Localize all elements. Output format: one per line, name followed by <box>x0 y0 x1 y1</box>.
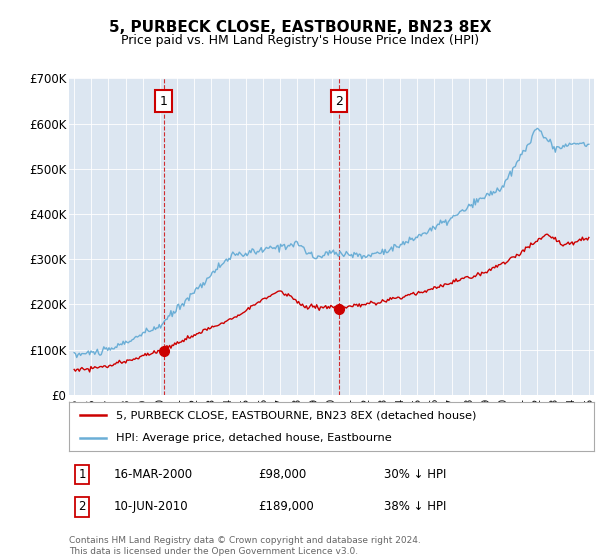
Text: 10-JUN-2010: 10-JUN-2010 <box>113 500 188 514</box>
Text: Price paid vs. HM Land Registry's House Price Index (HPI): Price paid vs. HM Land Registry's House … <box>121 34 479 46</box>
Text: 38% ↓ HPI: 38% ↓ HPI <box>384 500 446 514</box>
Text: 5, PURBECK CLOSE, EASTBOURNE, BN23 8EX: 5, PURBECK CLOSE, EASTBOURNE, BN23 8EX <box>109 20 491 35</box>
Text: £98,000: £98,000 <box>258 468 306 481</box>
Text: 5, PURBECK CLOSE, EASTBOURNE, BN23 8EX (detached house): 5, PURBECK CLOSE, EASTBOURNE, BN23 8EX (… <box>116 410 476 421</box>
Text: Contains HM Land Registry data © Crown copyright and database right 2024.
This d: Contains HM Land Registry data © Crown c… <box>69 536 421 556</box>
Text: 2: 2 <box>79 500 86 514</box>
Text: 1: 1 <box>79 468 86 481</box>
Text: 2: 2 <box>335 95 343 108</box>
Text: £189,000: £189,000 <box>258 500 314 514</box>
Text: HPI: Average price, detached house, Eastbourne: HPI: Average price, detached house, East… <box>116 433 392 444</box>
Text: 16-MAR-2000: 16-MAR-2000 <box>113 468 193 481</box>
Text: 1: 1 <box>160 95 167 108</box>
Text: 30% ↓ HPI: 30% ↓ HPI <box>384 468 446 481</box>
